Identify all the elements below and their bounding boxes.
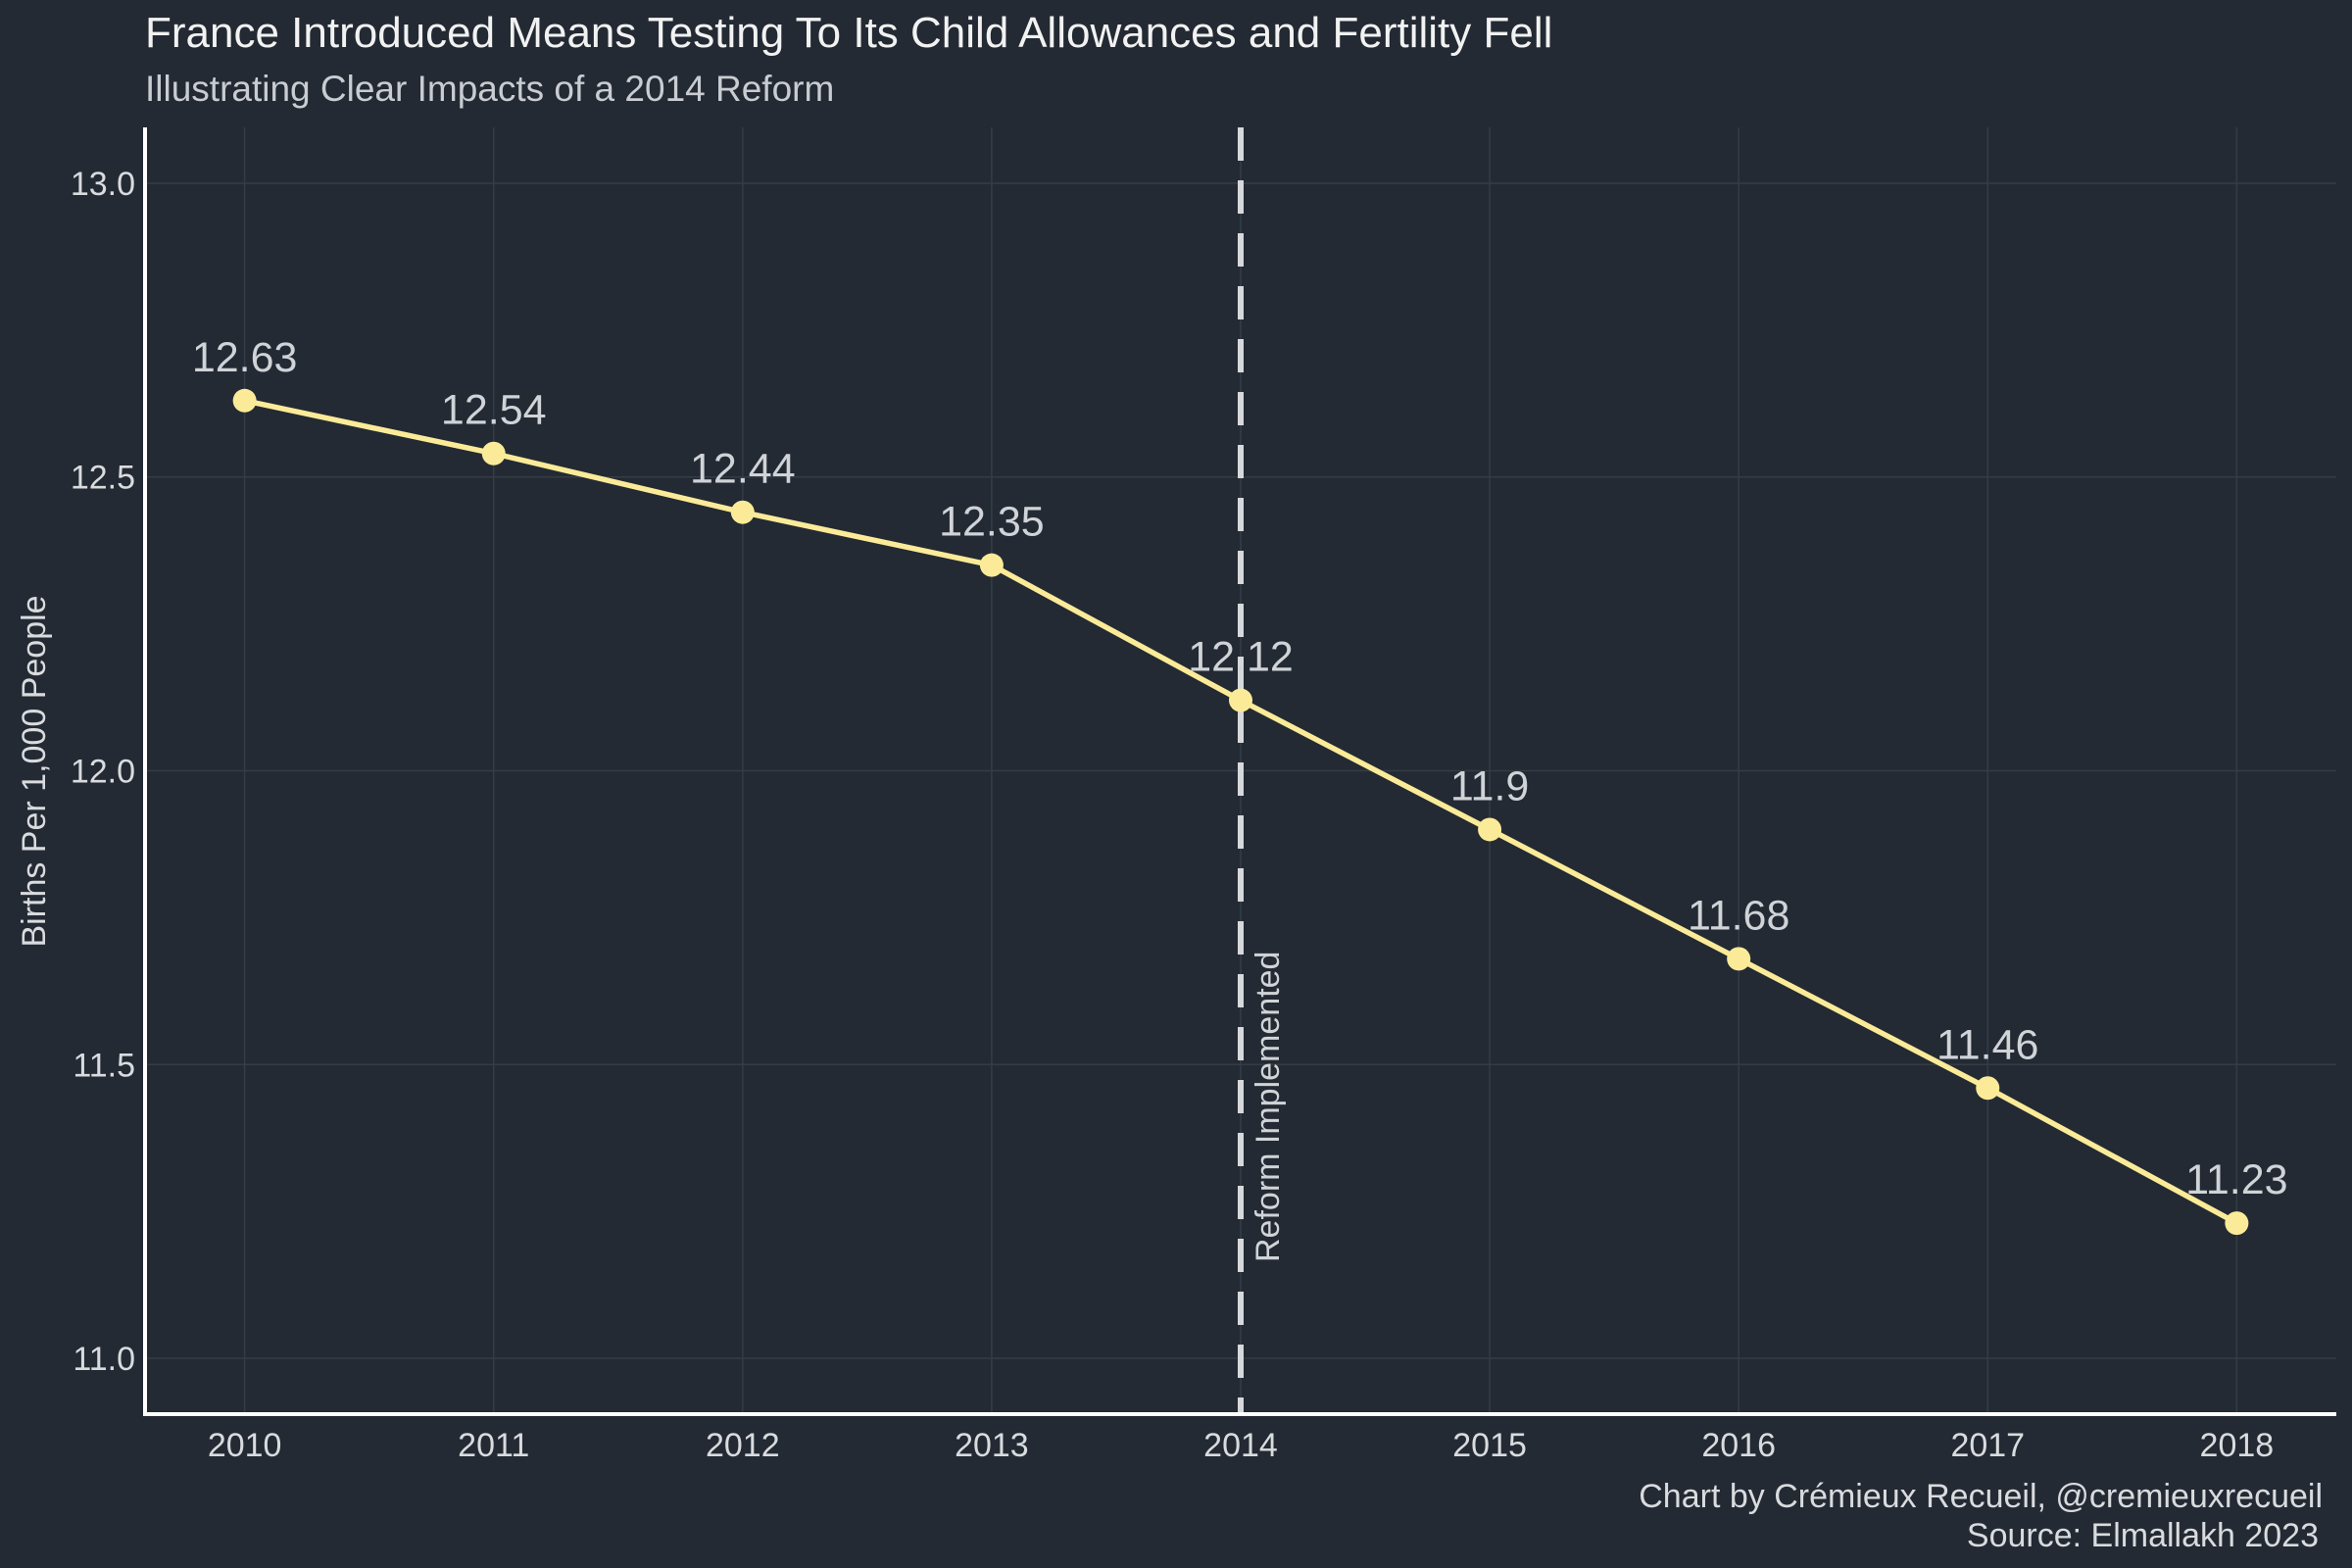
caption-source: Source: Elmallakh 2023	[1967, 1517, 2319, 1554]
data-label: 11.9	[1450, 762, 1530, 809]
x-tick-label: 2017	[1950, 1427, 2025, 1464]
y-axis-label: Births Per 1,000 People	[16, 595, 53, 947]
data-point	[1976, 1076, 2000, 1101]
data-label: 12.44	[690, 446, 796, 493]
chart-title: France Introduced Means Testing To Its C…	[145, 9, 1552, 57]
x-tick-label: 2014	[1203, 1427, 1278, 1464]
caption-credit: Chart by Crémieux Recueil, @cremieuxrecu…	[1639, 1478, 2323, 1515]
data-point	[1727, 947, 1751, 971]
y-tick-label: 13.0	[71, 166, 135, 203]
data-label: 12.63	[192, 334, 298, 381]
x-tick-label: 2015	[1452, 1427, 1527, 1464]
axes: 11.0 11.5 12.0 12.5 13.0 2010 2011 2012 2013 2014…	[71, 127, 2336, 1464]
y-tick-label: 11.5	[73, 1047, 135, 1084]
data-label: 11.68	[1688, 892, 1789, 939]
data-label: 12.54	[441, 387, 547, 434]
x-tick-label: 2013	[955, 1427, 1029, 1464]
data-labels: 12.63 12.54 12.44 12.35 12.12 11.9 11.68 11.46 1…	[192, 334, 2288, 1203]
x-tick-label: 2016	[1701, 1427, 1776, 1464]
y-tick-label: 11.0	[73, 1341, 135, 1378]
chart-subtitle: Illustrating Clear Impacts of a 2014 Ref…	[145, 69, 834, 109]
data-label: 12.12	[1188, 634, 1294, 681]
x-tick-label: 2011	[458, 1427, 529, 1464]
x-tick-label: 2018	[2200, 1427, 2275, 1464]
data-point	[979, 553, 1004, 577]
reform-label: Reform Implemented	[1250, 952, 1287, 1262]
series	[232, 388, 2249, 1236]
reform-annotation: Reform Implemented	[1238, 127, 1287, 1414]
data-label: 11.23	[2185, 1156, 2287, 1203]
data-point	[1229, 688, 1252, 712]
data-label: 11.46	[1936, 1021, 2038, 1068]
x-tick-label: 2010	[208, 1427, 282, 1464]
data-point	[232, 388, 257, 413]
x-tick-label: 2012	[706, 1427, 780, 1464]
y-tick-label: 12.5	[71, 460, 135, 497]
data-label: 12.35	[939, 499, 1045, 546]
data-point	[2225, 1211, 2249, 1236]
data-point	[1478, 817, 1502, 842]
data-point	[730, 500, 755, 524]
y-tick-label: 12.0	[71, 754, 135, 791]
data-point	[481, 441, 506, 466]
